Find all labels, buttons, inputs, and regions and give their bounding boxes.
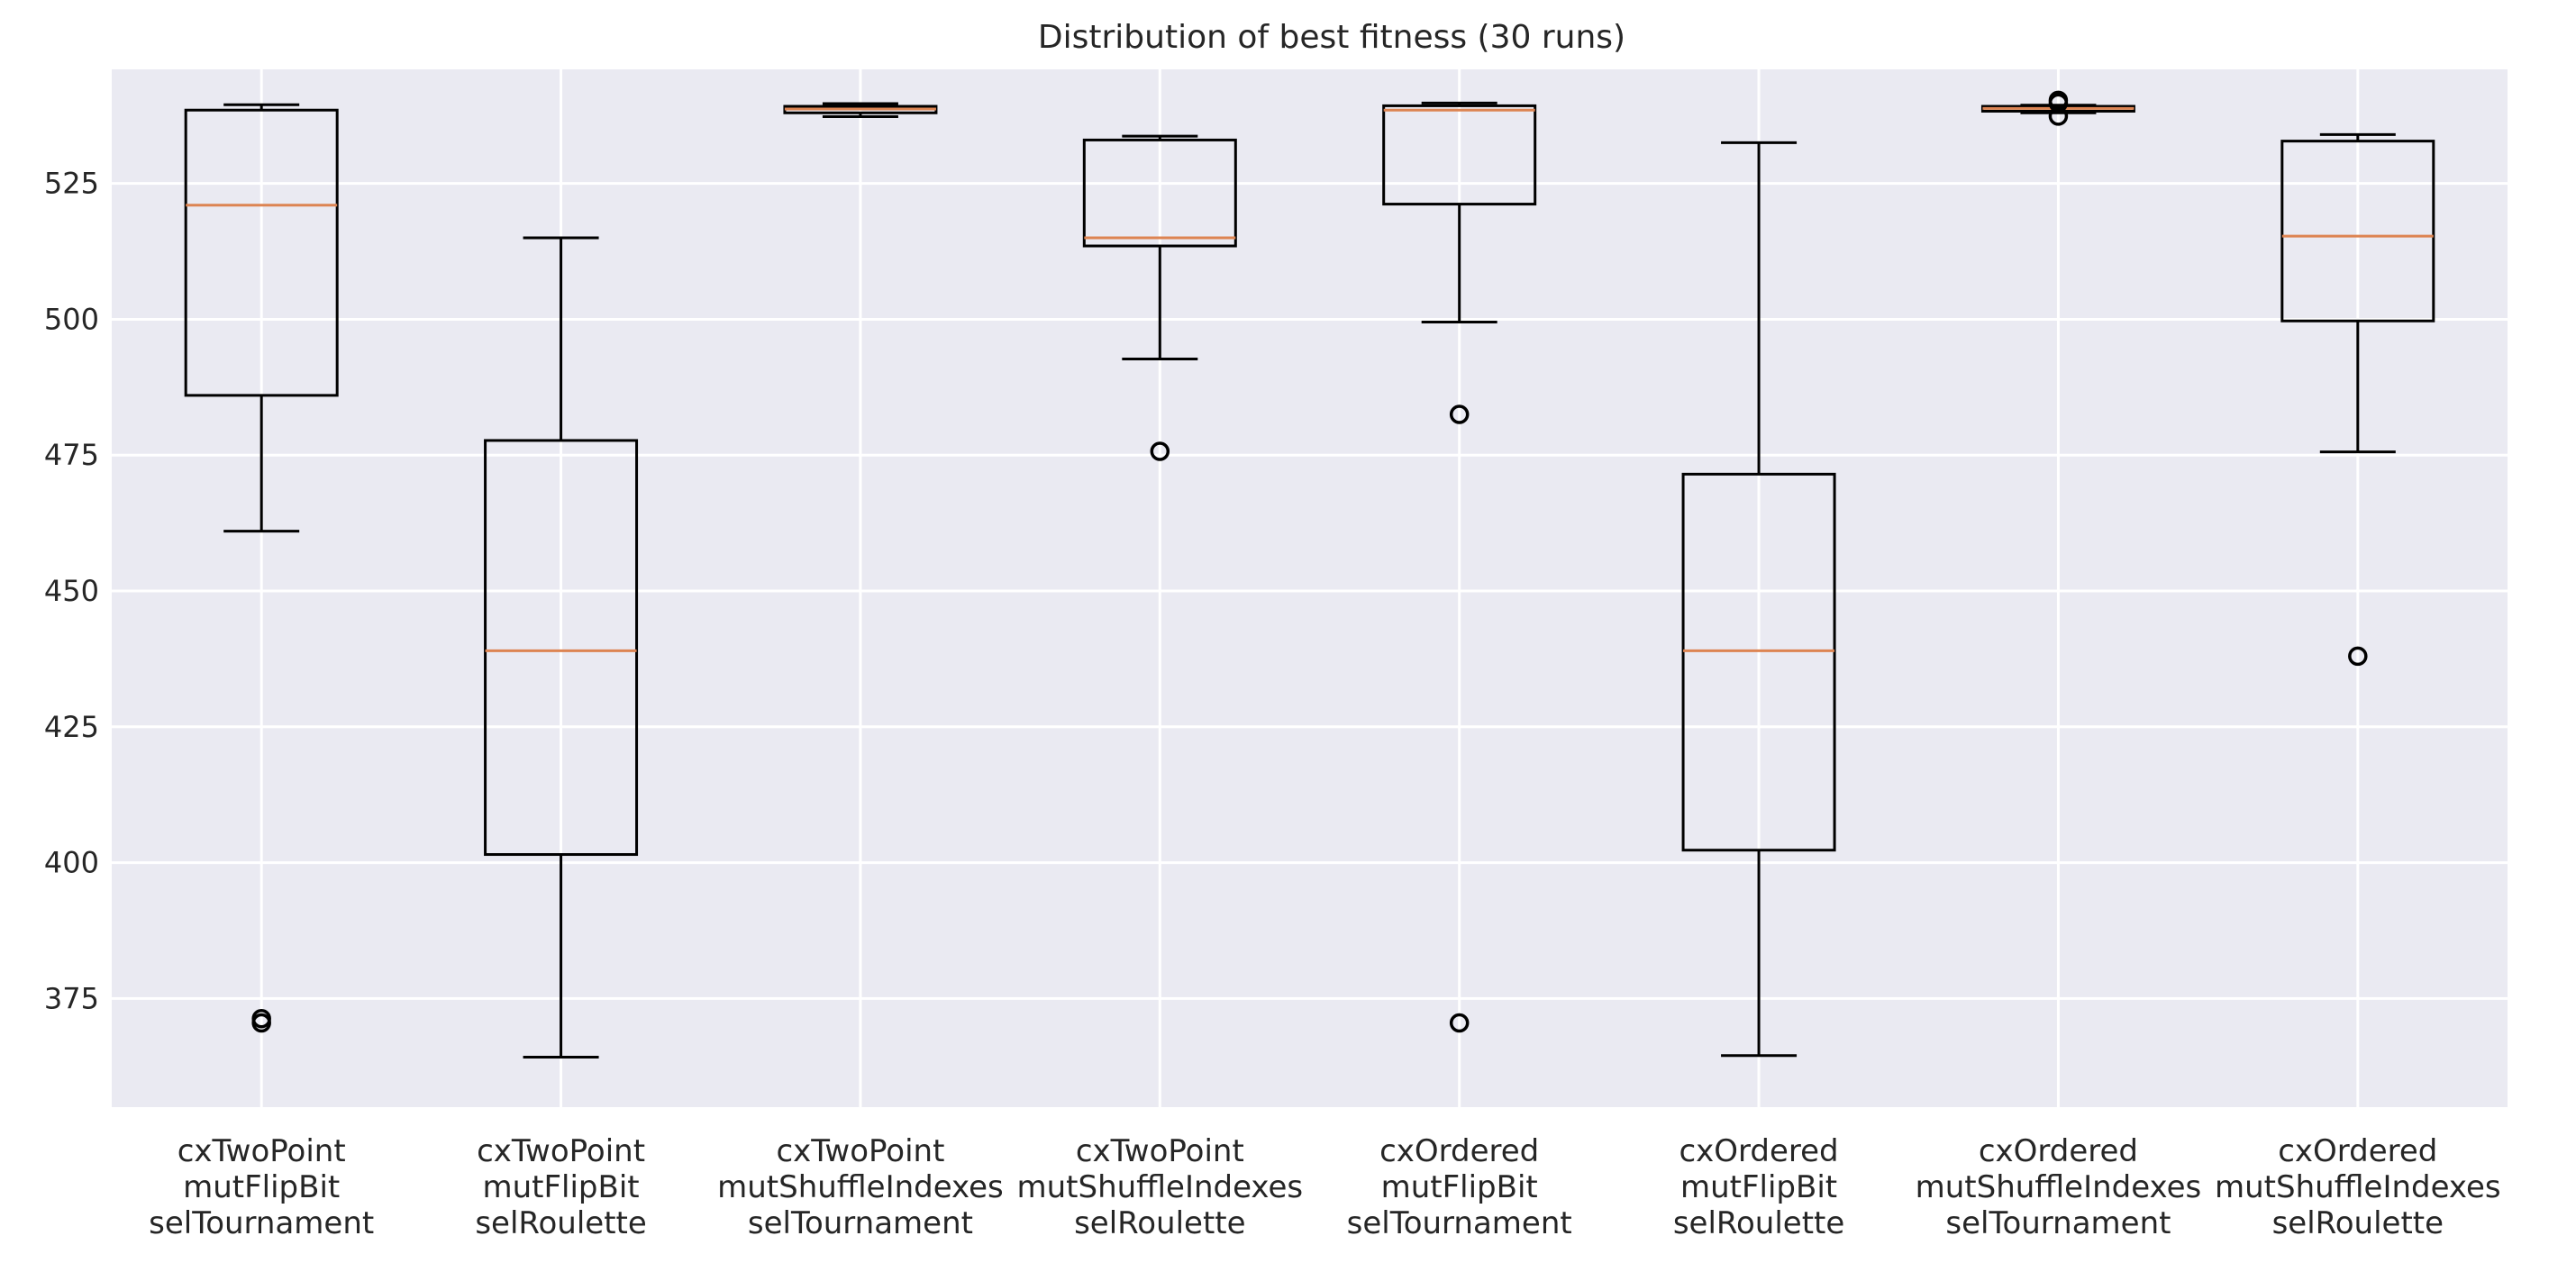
x-tick-label-line: selRoulette	[475, 1205, 646, 1241]
x-tick-label: cxOrdered mutFlipBit selTournament	[1347, 1133, 1572, 1241]
y-tick-label: 450	[44, 574, 99, 608]
x-tick-label-line: mutShuffleIndexes	[1916, 1169, 2202, 1205]
x-tick-label: cxOrdered mutShuffleIndexes selRoulette	[2215, 1133, 2501, 1241]
x-tick-label: cxTwoPoint mutShuffleIndexes selRoulette	[1016, 1133, 1303, 1241]
box-group	[184, 103, 339, 1033]
box-group	[2280, 132, 2435, 667]
box-iqr	[2280, 140, 2435, 323]
x-tick-label-line: selRoulette	[1673, 1205, 1844, 1241]
y-tick-label: 375	[44, 981, 99, 1015]
x-axis-ticks: cxTwoPoint mutFlipBit selTournamentcxTwoPo…	[149, 1133, 2501, 1241]
x-tick-label-line: selRoulette	[1074, 1205, 1245, 1241]
boxes	[184, 90, 2435, 1059]
box-group	[1082, 134, 1237, 461]
x-tick-label-line: cxTwoPoint	[477, 1133, 645, 1169]
box-iqr	[184, 108, 339, 397]
box-iqr	[1382, 104, 1537, 206]
y-tick-label: 525	[44, 167, 99, 201]
x-tick-label-line: mutFlipBit	[1680, 1169, 1837, 1205]
y-axis-ticks: 375 400 425 450 475 500 525	[44, 167, 99, 1016]
x-tick-label-line: mutShuffleIndexes	[1016, 1169, 1303, 1205]
box-group	[484, 236, 639, 1059]
outlier-point	[1150, 441, 1170, 461]
box-iqr	[1681, 472, 1836, 852]
x-tick-label-line: selTournament	[149, 1205, 374, 1241]
x-tick-label: cxTwoPoint mutFlipBit selRoulette	[475, 1133, 646, 1241]
x-tick-label: cxTwoPoint mutShuffleIndexes selTournament	[717, 1133, 1004, 1241]
y-tick-label: 400	[44, 846, 99, 880]
box-group	[1382, 101, 1537, 1033]
box-iqr	[484, 439, 639, 857]
outlier-point	[1449, 404, 1470, 424]
x-tick-label-line: mutFlipBit	[482, 1169, 639, 1205]
box-group	[1980, 90, 2135, 126]
x-tick-label-line: mutFlipBit	[1381, 1169, 1538, 1205]
x-tick-label: cxOrdered mutFlipBit selRoulette	[1673, 1133, 1844, 1241]
x-tick-label-line: cxOrdered	[1379, 1133, 1539, 1169]
x-tick-label-line: selTournament	[1945, 1205, 2171, 1241]
outlier-point	[1449, 1013, 1470, 1033]
plot-background	[112, 69, 2508, 1107]
x-tick-label-line: mutShuffleIndexes	[2215, 1169, 2501, 1205]
x-tick-label-line: selRoulette	[2272, 1205, 2444, 1241]
x-tick-label-line: mutShuffleIndexes	[717, 1169, 1004, 1205]
x-tick-label-line: selTournament	[1347, 1205, 1572, 1241]
chart-title: Distribution of best fitness (30 runs)	[1038, 19, 1625, 56]
x-tick-label: cxTwoPoint mutFlipBit selTournament	[149, 1133, 374, 1241]
x-tick-label-line: cxOrdered	[2278, 1133, 2437, 1169]
outlier-point	[251, 1008, 271, 1029]
y-tick-label: 475	[44, 438, 99, 472]
y-tick-label: 425	[44, 710, 99, 744]
x-tick-label-line: mutFlipBit	[183, 1169, 340, 1205]
x-tick-label-line: cxTwoPoint	[1076, 1133, 1244, 1169]
box-group	[1681, 141, 1836, 1058]
x-tick-label-line: cxTwoPoint	[776, 1133, 944, 1169]
outlier-point	[2048, 93, 2069, 114]
x-tick-label-line: cxOrdered	[1679, 1133, 1838, 1169]
x-tick-label-line: cxTwoPoint	[177, 1133, 346, 1169]
outlier-point	[2348, 646, 2368, 667]
y-tick-label: 500	[44, 302, 99, 336]
box-iqr	[1082, 138, 1237, 248]
x-tick-label: cxOrdered mutShuffleIndexes selTournament	[1916, 1133, 2202, 1241]
x-tick-label-line: cxOrdered	[1979, 1133, 2138, 1169]
box-group	[783, 102, 938, 118]
x-tick-label-line: selTournament	[748, 1205, 973, 1241]
